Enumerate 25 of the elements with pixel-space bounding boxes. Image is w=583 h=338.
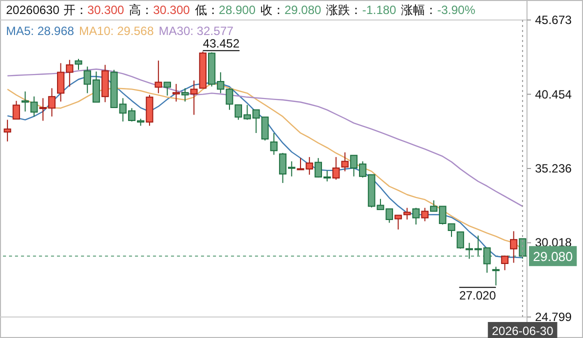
y-tick-label: 40.454 bbox=[535, 87, 572, 102]
text: 30.300 bbox=[87, 3, 124, 17]
text: 涨跌： bbox=[326, 3, 362, 17]
text: -3.90% bbox=[437, 3, 476, 17]
chart-title: 20260630 bbox=[6, 3, 60, 17]
text: -1.180 bbox=[362, 3, 397, 17]
annotation: 43.452 bbox=[202, 36, 240, 51]
annotation: 27.020 bbox=[459, 288, 496, 302]
text: 低： bbox=[194, 3, 219, 17]
text: 涨幅： bbox=[401, 3, 438, 17]
ref-line-label: 29.080 bbox=[533, 249, 573, 264]
text: MA30: 32.577 bbox=[158, 24, 234, 38]
y-tick-label: 30.018 bbox=[535, 236, 572, 250]
x-tick-label: 2026-06-30 bbox=[492, 324, 554, 338]
y-tick-label: 45.673 bbox=[535, 13, 572, 27]
text: 29.080 bbox=[284, 3, 322, 17]
text: 高： bbox=[129, 3, 154, 17]
text: MA5: 28.968 bbox=[6, 24, 74, 38]
y-tick-label: 24.799 bbox=[535, 310, 572, 324]
text: 收： bbox=[260, 3, 284, 17]
text: 30.300 bbox=[153, 3, 190, 17]
text: 开： bbox=[63, 3, 88, 17]
text: MA10: 29.568 bbox=[79, 24, 154, 38]
text: 28.900 bbox=[218, 3, 256, 17]
y-tick-label: 35.236 bbox=[535, 162, 572, 176]
